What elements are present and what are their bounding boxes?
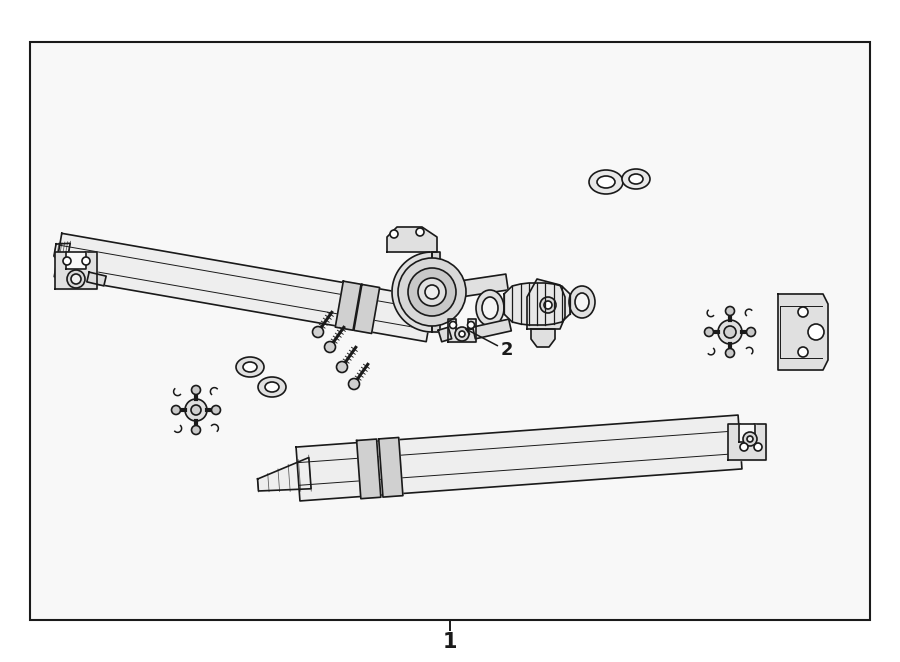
- Circle shape: [724, 326, 736, 338]
- Circle shape: [540, 297, 556, 313]
- Circle shape: [212, 406, 220, 414]
- Circle shape: [82, 257, 90, 265]
- Circle shape: [747, 436, 753, 442]
- Circle shape: [754, 443, 762, 451]
- Circle shape: [408, 268, 456, 316]
- Polygon shape: [379, 438, 403, 497]
- Circle shape: [725, 348, 734, 357]
- Polygon shape: [387, 227, 437, 252]
- Polygon shape: [531, 329, 555, 347]
- Ellipse shape: [243, 362, 257, 372]
- Circle shape: [544, 301, 552, 309]
- Circle shape: [449, 322, 456, 328]
- Polygon shape: [296, 415, 742, 501]
- Circle shape: [705, 328, 714, 336]
- Circle shape: [725, 307, 734, 316]
- Polygon shape: [336, 281, 361, 330]
- Polygon shape: [739, 424, 755, 442]
- Text: 2: 2: [500, 341, 513, 359]
- Circle shape: [390, 230, 398, 238]
- Circle shape: [798, 347, 808, 357]
- Ellipse shape: [597, 176, 615, 188]
- Circle shape: [455, 327, 469, 341]
- Ellipse shape: [629, 174, 643, 184]
- Polygon shape: [54, 233, 434, 342]
- Polygon shape: [354, 285, 380, 334]
- Circle shape: [743, 432, 757, 446]
- Ellipse shape: [476, 290, 504, 326]
- Circle shape: [459, 331, 465, 337]
- Circle shape: [312, 326, 323, 338]
- Polygon shape: [392, 252, 432, 332]
- Ellipse shape: [258, 377, 286, 397]
- Polygon shape: [66, 252, 86, 269]
- Polygon shape: [439, 274, 508, 300]
- Ellipse shape: [575, 293, 589, 311]
- Circle shape: [191, 405, 201, 415]
- Circle shape: [172, 406, 181, 414]
- Polygon shape: [472, 319, 511, 339]
- Ellipse shape: [265, 382, 279, 392]
- Circle shape: [71, 274, 81, 284]
- Polygon shape: [432, 252, 440, 332]
- Bar: [30, 42, 870, 620]
- Circle shape: [67, 270, 85, 288]
- Circle shape: [425, 285, 439, 299]
- Ellipse shape: [569, 286, 595, 318]
- Polygon shape: [54, 243, 70, 270]
- Ellipse shape: [589, 170, 623, 194]
- Circle shape: [325, 342, 336, 352]
- Polygon shape: [356, 439, 381, 498]
- Polygon shape: [257, 457, 311, 491]
- Polygon shape: [87, 272, 106, 286]
- Text: 1: 1: [443, 632, 457, 652]
- Circle shape: [192, 385, 201, 395]
- Ellipse shape: [236, 357, 264, 377]
- Circle shape: [740, 443, 748, 451]
- Circle shape: [416, 228, 424, 236]
- Polygon shape: [778, 294, 828, 370]
- Circle shape: [192, 426, 201, 434]
- Polygon shape: [504, 283, 570, 325]
- Circle shape: [63, 257, 71, 265]
- Polygon shape: [438, 327, 452, 342]
- Circle shape: [746, 328, 755, 336]
- Circle shape: [337, 361, 347, 373]
- Circle shape: [185, 399, 207, 421]
- Circle shape: [718, 320, 742, 344]
- Ellipse shape: [482, 297, 498, 319]
- Circle shape: [418, 278, 446, 306]
- Ellipse shape: [622, 169, 650, 189]
- Circle shape: [808, 324, 824, 340]
- Polygon shape: [448, 319, 476, 342]
- Circle shape: [398, 258, 466, 326]
- Polygon shape: [527, 279, 565, 329]
- Circle shape: [467, 322, 474, 328]
- Polygon shape: [728, 424, 766, 460]
- Circle shape: [348, 379, 359, 389]
- Circle shape: [798, 307, 808, 317]
- Polygon shape: [55, 252, 97, 289]
